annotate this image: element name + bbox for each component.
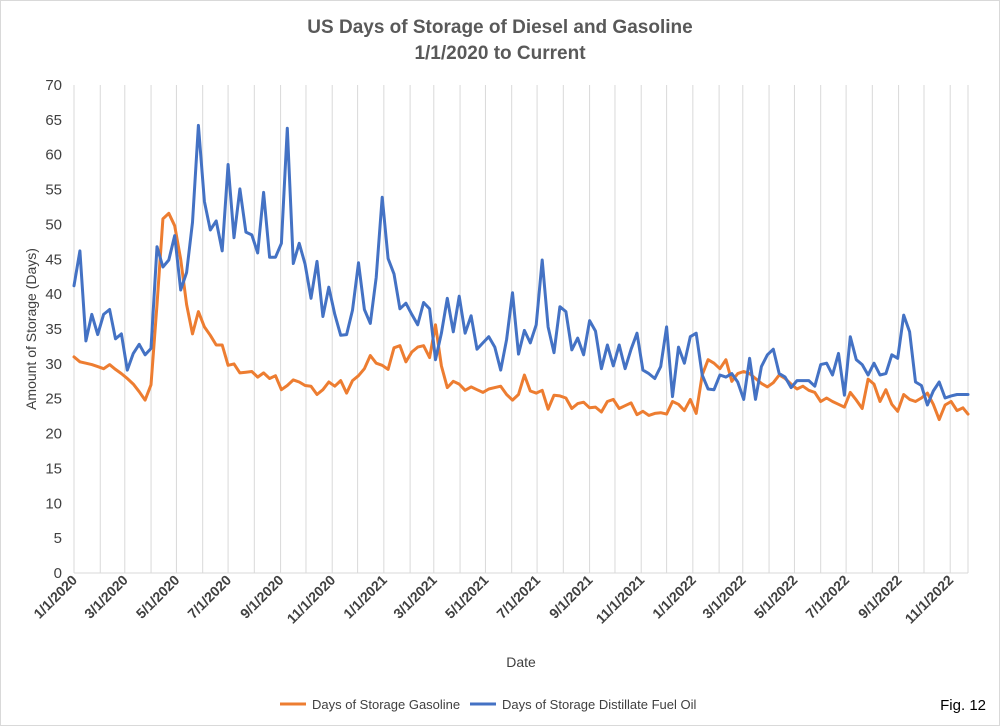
y-tick-label: 5: [54, 530, 62, 547]
gridlines: [73, 85, 969, 573]
x-tick-label: 5/1/2022: [751, 572, 801, 622]
x-tick-label: 11/1/2022: [902, 572, 957, 627]
legend: Days of Storage Gasoline Days of Storage …: [280, 697, 696, 712]
y-tick-label: 10: [45, 495, 62, 512]
chart-title: US Days of Storage of Diesel and Gasolin…: [307, 17, 692, 38]
series-line-distillate: [72, 123, 970, 407]
y-tick-label: 0: [54, 565, 62, 582]
x-tick-label: 3/1/2022: [699, 572, 749, 622]
y-tick-label: 55: [45, 182, 62, 199]
y-tick-label: 65: [45, 112, 62, 129]
x-tick-label: 7/1/2022: [802, 572, 852, 622]
x-tick-label: 9/1/2020: [237, 572, 287, 622]
series-lines: [72, 123, 970, 422]
x-tick-label: 5/1/2020: [133, 572, 183, 622]
chart-subtitle: 1/1/2020 to Current: [414, 43, 586, 64]
x-tick-label: 7/1/2021: [493, 572, 543, 622]
y-tick-label: 30: [45, 356, 62, 373]
y-tick-label: 50: [45, 216, 62, 233]
figure-label: Fig. 12: [940, 697, 986, 714]
legend-label: Days of Storage Distillate Fuel Oil: [502, 697, 696, 712]
legend-label: Days of Storage Gasoline: [312, 697, 460, 712]
y-axis-ticks: 0 5 10 15 20 25 30 35 40 45 50 55 60 65 70: [45, 77, 62, 582]
x-tick-label: 7/1/2020: [184, 572, 234, 622]
x-tick-label: 11/1/2021: [593, 572, 648, 627]
x-tick-label: 9/1/2021: [546, 572, 596, 622]
y-tick-label: 15: [45, 460, 62, 477]
series-line-gasoline: [72, 211, 970, 422]
x-tick-label: 9/1/2022: [855, 572, 905, 622]
x-tick-label: 3/1/2021: [390, 572, 440, 622]
x-axis-ticks: 1/1/2020 3/1/2020 5/1/2020 7/1/2020 9/1/2020…: [30, 572, 956, 627]
x-tick-label: 1/1/2022: [649, 572, 699, 622]
y-tick-label: 60: [45, 147, 62, 164]
y-tick-label: 35: [45, 321, 62, 338]
y-tick-label: 45: [45, 251, 62, 268]
y-tick-label: 25: [45, 391, 62, 408]
y-tick-label: 70: [45, 77, 62, 94]
x-tick-label: 1/1/2021: [340, 572, 390, 622]
y-tick-label: 40: [45, 286, 62, 303]
x-tick-label: 3/1/2020: [81, 572, 131, 622]
y-axis-label: Amount of Storage (Days): [23, 248, 39, 410]
x-axis-label: Date: [506, 654, 536, 670]
x-tick-label: 5/1/2021: [442, 572, 492, 622]
x-tick-label: 11/1/2020: [284, 572, 339, 627]
y-tick-label: 20: [45, 426, 62, 443]
